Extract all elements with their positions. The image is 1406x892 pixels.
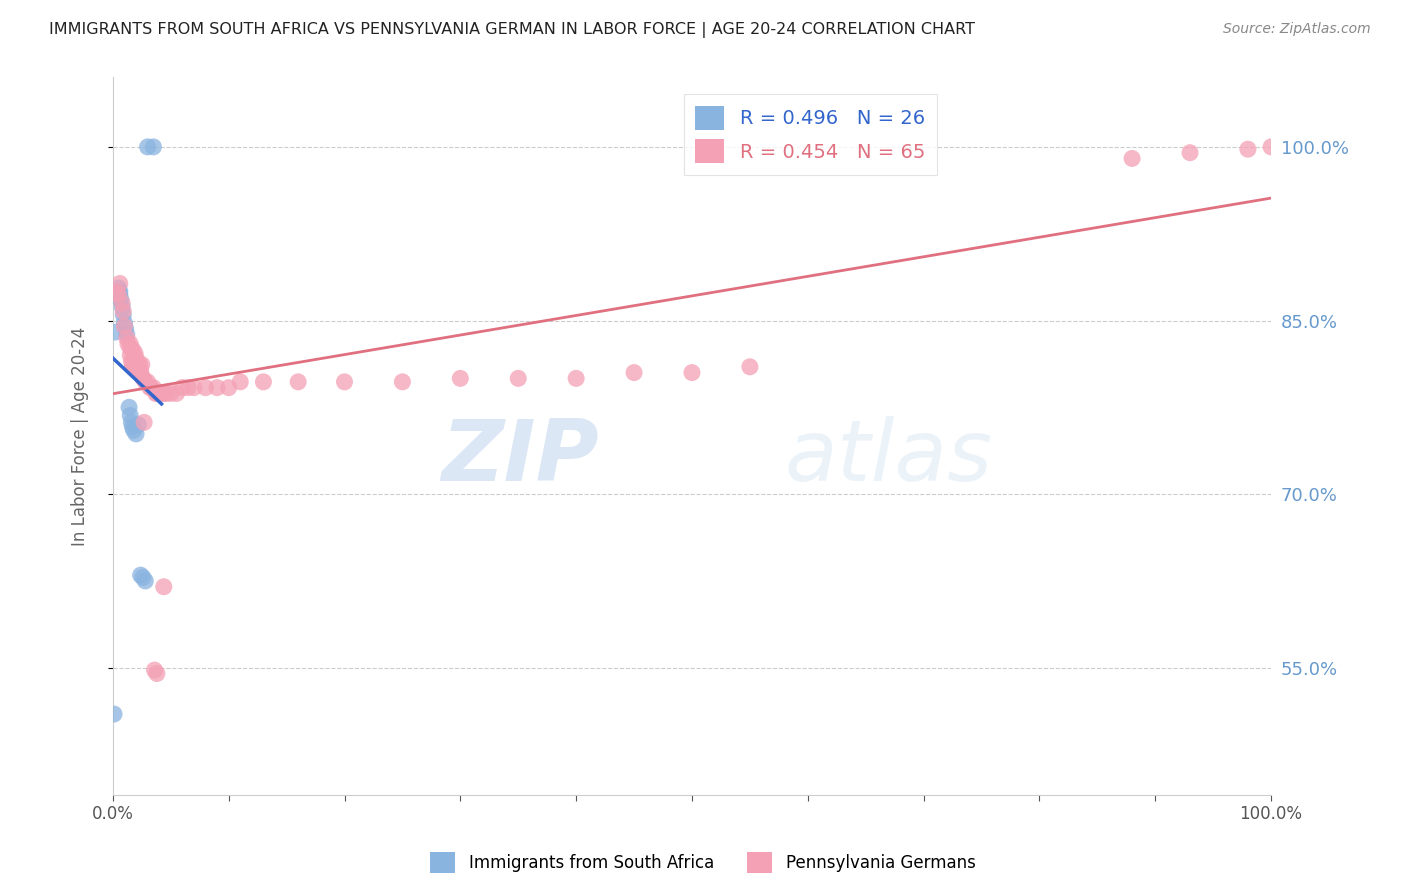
Point	[128, 358, 150, 372]
Point	[142, 140, 165, 154]
Text: IMMIGRANTS FROM SOUTH AFRICA VS PENNSYLVANIA GERMAN IN LABOR FORCE | AGE 20-24 C: IMMIGRANTS FROM SOUTH AFRICA VS PENNSYLV…	[49, 22, 976, 38]
Point	[103, 706, 125, 721]
Point	[205, 381, 228, 395]
Point	[105, 285, 128, 299]
Point	[114, 316, 136, 330]
Point	[118, 401, 141, 415]
Point	[136, 375, 159, 389]
Point	[155, 386, 177, 401]
Point	[134, 574, 156, 588]
Point	[153, 386, 176, 401]
Point	[136, 140, 159, 154]
Point	[139, 381, 162, 395]
Point	[391, 375, 413, 389]
Text: atlas: atlas	[785, 417, 993, 500]
Point	[194, 381, 217, 395]
Point	[146, 666, 169, 681]
Point	[143, 663, 166, 677]
Text: Source: ZipAtlas.com: Source: ZipAtlas.com	[1223, 22, 1371, 37]
Point	[124, 346, 146, 360]
Point	[132, 570, 155, 584]
Point	[134, 375, 156, 389]
Point	[508, 371, 530, 385]
Point	[111, 300, 134, 314]
Point	[146, 386, 169, 401]
Point	[121, 358, 143, 372]
Point	[738, 359, 761, 374]
Point	[120, 336, 142, 351]
Text: ZIP: ZIP	[441, 417, 599, 500]
Point	[449, 371, 471, 385]
Point	[108, 288, 131, 302]
Point	[120, 409, 142, 423]
Point	[122, 348, 145, 362]
Point	[565, 371, 588, 385]
Point	[111, 296, 134, 310]
Point	[127, 363, 149, 377]
Point	[108, 277, 131, 291]
Point	[114, 319, 136, 334]
Point	[125, 358, 148, 372]
Point	[150, 386, 173, 401]
Point	[166, 386, 188, 401]
Point	[129, 363, 152, 377]
Point	[148, 386, 170, 401]
Point	[108, 285, 131, 299]
Y-axis label: In Labor Force | Age 20-24: In Labor Force | Age 20-24	[72, 326, 89, 546]
Point	[105, 285, 128, 299]
Point	[117, 336, 139, 351]
Point	[127, 417, 149, 432]
Point	[110, 293, 132, 307]
Point	[121, 359, 143, 374]
Legend: R = 0.496   N = 26, R = 0.454   N = 65: R = 0.496 N = 26, R = 0.454 N = 65	[683, 95, 936, 175]
Point	[287, 375, 309, 389]
Point	[107, 288, 129, 302]
Point	[127, 358, 149, 372]
Point	[107, 285, 129, 299]
Point	[125, 351, 148, 365]
Point	[131, 358, 153, 372]
Point	[132, 371, 155, 385]
Point	[121, 420, 143, 434]
Point	[172, 381, 194, 395]
Point	[1178, 145, 1201, 160]
Point	[115, 327, 138, 342]
Point	[120, 348, 142, 362]
Point	[252, 375, 274, 389]
Point	[112, 308, 135, 322]
Point	[122, 358, 145, 372]
Point	[1237, 142, 1260, 156]
Point	[681, 366, 703, 380]
Point	[1260, 140, 1282, 154]
Point	[183, 381, 205, 395]
Point	[153, 580, 176, 594]
Point	[120, 354, 142, 368]
Point	[218, 381, 240, 395]
Point	[107, 281, 129, 295]
Point	[120, 341, 142, 355]
Point	[112, 304, 135, 318]
Point	[120, 416, 142, 430]
Point	[122, 424, 145, 438]
Point	[1121, 152, 1143, 166]
Point	[115, 331, 138, 345]
Point	[125, 426, 148, 441]
Point	[121, 343, 143, 357]
Point	[145, 386, 167, 401]
Point	[134, 416, 156, 430]
Point	[623, 366, 645, 380]
Point	[129, 568, 152, 582]
Point	[139, 381, 162, 395]
Legend: Immigrants from South Africa, Pennsylvania Germans: Immigrants from South Africa, Pennsylvan…	[423, 846, 983, 880]
Point	[333, 375, 356, 389]
Point	[142, 381, 165, 395]
Point	[114, 321, 136, 335]
Point	[131, 369, 153, 384]
Point	[104, 325, 127, 339]
Point	[177, 381, 200, 395]
Point	[107, 290, 129, 304]
Point	[229, 375, 252, 389]
Point	[159, 386, 181, 401]
